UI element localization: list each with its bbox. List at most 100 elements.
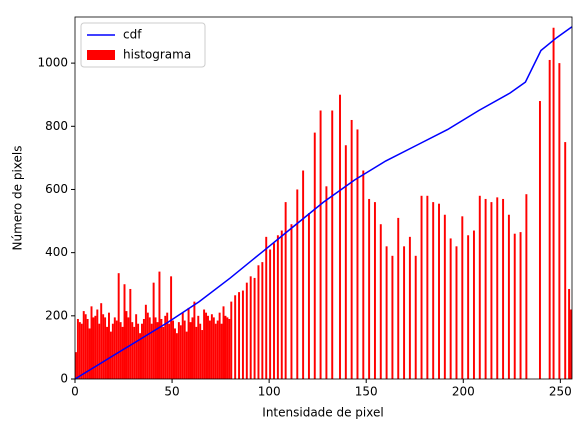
histogram-bar	[166, 312, 169, 379]
x-tick-label: 100	[258, 385, 281, 399]
histogram-bar	[403, 246, 406, 379]
histogram-bar	[420, 195, 423, 379]
histogram-bar	[148, 317, 151, 379]
histogram-bar	[238, 292, 241, 379]
y-tick-label: 800	[45, 119, 68, 133]
histogram-bar	[313, 132, 316, 379]
histogram-bar	[197, 315, 200, 379]
histogram-bar	[208, 320, 211, 379]
histogram-bar	[207, 315, 209, 379]
histogram-bar	[507, 214, 510, 379]
histogram-bar	[234, 295, 237, 379]
histogram-bar	[158, 271, 161, 379]
histogram-bar	[75, 352, 77, 379]
histogram-bar	[230, 301, 233, 379]
histogram-bar	[135, 314, 138, 379]
histogram-bar	[150, 323, 153, 379]
histogram-bar	[513, 233, 516, 379]
x-tick-label: 50	[164, 385, 179, 399]
histogram-bar	[199, 323, 202, 379]
histogram-bar	[80, 323, 83, 379]
histogram-bar	[284, 202, 287, 379]
histogram-bar	[172, 320, 175, 379]
histogram-bar	[168, 323, 171, 379]
histogram-bar	[408, 236, 411, 379]
histogram-bar	[472, 230, 475, 379]
histogram-bar	[307, 213, 310, 379]
plot-frame	[74, 16, 573, 380]
histogram-bar	[339, 94, 341, 379]
histogram-bar	[273, 243, 275, 379]
histogram-bar	[102, 314, 105, 379]
histogram-bar	[170, 276, 173, 379]
histogram-bar	[88, 328, 91, 379]
histogram-bar	[344, 145, 347, 379]
histogram-bar	[108, 312, 110, 379]
histogram-bar	[160, 318, 163, 379]
histogram-bar	[548, 59, 551, 379]
histogram-bar	[187, 307, 190, 379]
histogram-bar	[391, 255, 394, 379]
x-tick-label: 150	[355, 385, 378, 399]
histogram-bar	[189, 322, 192, 379]
histogram-bar	[216, 320, 219, 379]
histogram-bar	[131, 322, 134, 379]
histogram-bar	[296, 189, 299, 379]
histogram-bar	[280, 230, 283, 379]
histogram-bar	[156, 322, 159, 379]
legend-label: cdf	[123, 28, 142, 42]
histogram-bar	[212, 317, 215, 379]
histogram-bar	[385, 246, 388, 379]
histogram-bar	[210, 314, 213, 379]
histogram-bar	[443, 214, 446, 379]
x-tick-label: 0	[71, 385, 79, 399]
histogram-bar	[115, 320, 118, 379]
histogram-bar	[90, 306, 93, 379]
histogram-bar	[253, 277, 256, 379]
histogram-bar	[478, 195, 481, 379]
histogram-bar	[484, 198, 487, 379]
histogram-bar	[496, 197, 499, 379]
histogram-bar	[362, 170, 365, 379]
histogram-bar	[141, 323, 143, 379]
y-tick-label: 600	[45, 182, 68, 196]
histogram-bar	[144, 304, 147, 379]
histogram-bar	[269, 249, 272, 379]
histogram-bar	[154, 317, 157, 379]
histogram-bar	[224, 315, 227, 379]
histogram-bar	[84, 314, 87, 379]
histogram-bar	[181, 312, 184, 379]
histogram-bar	[525, 194, 528, 379]
histogram-bar	[125, 311, 128, 379]
histogram-bar	[538, 101, 541, 380]
histogram-bar	[183, 320, 186, 379]
histogram-bar	[502, 198, 505, 379]
histogram-bar	[519, 232, 522, 379]
histogram-bar	[552, 27, 555, 380]
histogram-bar	[265, 236, 268, 379]
histogram-bar	[193, 301, 196, 379]
y-tick-label: 400	[45, 245, 68, 259]
histogram-bar	[490, 202, 493, 379]
histogram-bar	[76, 318, 79, 379]
histogram-bar	[205, 312, 208, 379]
histogram-bar	[94, 315, 97, 379]
histogram-bar	[249, 276, 252, 379]
histogram-bar	[164, 315, 167, 379]
histogram-bar	[146, 312, 149, 379]
histogram-bar	[467, 235, 470, 379]
histogram-bar	[174, 328, 176, 379]
histogram-bar	[139, 333, 142, 379]
x-axis-label: Intensidade de pixel	[262, 406, 383, 420]
histogram-bar	[96, 309, 99, 379]
histogram-bar	[162, 326, 165, 379]
x-tick-label: 200	[452, 385, 475, 399]
histogram-bar	[564, 142, 567, 379]
histogram-bar	[82, 311, 85, 379]
histogram-bar	[449, 238, 452, 379]
histogram-bar	[129, 288, 132, 379]
histogram-bar	[461, 216, 464, 379]
histogram-bar	[214, 323, 217, 379]
histogram-bar	[86, 318, 89, 379]
x-tick-label: 250	[549, 385, 572, 399]
